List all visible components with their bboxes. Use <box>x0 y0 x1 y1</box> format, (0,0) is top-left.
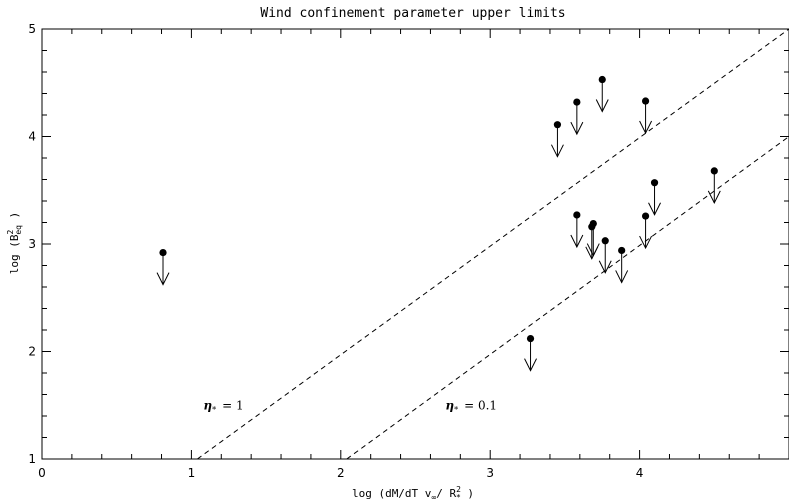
y-tick-label: 5 <box>28 22 36 36</box>
line-annotations: η* = 1 η* = 0.1 <box>203 398 497 414</box>
upper-limit-marker <box>615 246 629 284</box>
limit-arrow-head <box>586 243 600 257</box>
x-tick-label: 4 <box>636 466 644 480</box>
y-tick-label: 3 <box>28 237 36 251</box>
dashed-line <box>197 28 789 460</box>
limit-arrow-head <box>615 270 629 284</box>
y-tick-label: 1 <box>28 452 36 466</box>
limit-arrow-head <box>707 190 721 205</box>
data-point <box>641 97 650 105</box>
y-axis-label: log (B2eq ) <box>6 212 23 274</box>
upper-limit-marker <box>550 121 564 158</box>
x-axis-label: log (dM/dT v∞/ R2 * ) <box>352 485 474 502</box>
eta-symbol: η <box>445 398 454 412</box>
upper-limit-marker <box>707 167 721 205</box>
upper-limit-marker <box>570 211 584 249</box>
data-point <box>618 246 626 255</box>
upper-limit-marker <box>156 249 170 286</box>
limit-arrow-head <box>524 358 537 372</box>
dashed-line <box>346 136 789 460</box>
limit-arrow-head <box>648 202 661 216</box>
x-tick-label: 3 <box>486 466 494 480</box>
eta-subscript: * <box>454 405 458 414</box>
limit-arrow-head <box>639 235 653 250</box>
upper-limit-marker <box>586 219 600 257</box>
upper-limit-marker <box>598 237 612 274</box>
limit-arrow-head <box>639 120 653 135</box>
upper-limit-marker <box>639 97 653 135</box>
data-point <box>573 211 581 219</box>
upper-limit-marker <box>648 179 661 216</box>
data-point <box>650 179 659 187</box>
line-label: η* = 1 <box>203 398 243 414</box>
x-tick-label: 1 <box>188 466 196 480</box>
data-point <box>573 98 581 106</box>
data-point <box>601 237 609 245</box>
data-point <box>598 75 606 84</box>
reference-lines <box>197 28 789 460</box>
limit-arrow-head <box>598 260 612 274</box>
eta-subscript: * <box>212 405 216 414</box>
limit-arrow-head <box>570 234 584 249</box>
y-axis-ticks: 1 2 3 4 5 <box>28 22 789 466</box>
x-tick-label: 0 <box>38 466 46 480</box>
limit-arrow-head <box>595 99 609 113</box>
data-point <box>710 167 718 175</box>
y-tick-label: 2 <box>28 345 36 359</box>
upper-limit-marker <box>524 335 537 372</box>
chart-title: Wind confinement parameter upper limits <box>260 6 565 21</box>
line-label-value: = 1 <box>222 398 244 412</box>
eta-symbol: η <box>203 398 212 412</box>
data-point <box>159 249 167 257</box>
upper-limit-marker <box>570 98 584 136</box>
data-points <box>156 75 721 372</box>
upper-limit-marker <box>595 75 609 113</box>
plot-frame <box>41 28 789 460</box>
data-point <box>641 212 650 220</box>
x-tick-label: 2 <box>337 466 345 480</box>
limit-arrow-head <box>570 121 584 136</box>
y-tick-label: 4 <box>28 130 36 144</box>
data-point <box>589 219 597 228</box>
data-point <box>553 121 562 129</box>
x-axis-ticks: 0 1 2 3 4 <box>38 29 789 480</box>
limit-arrow-head <box>156 272 170 286</box>
upper-limit-marker <box>639 212 653 250</box>
data-point <box>526 335 535 343</box>
limit-arrow-head <box>550 144 564 158</box>
line-label: η* = 0.1 <box>445 398 497 414</box>
line-label-value: = 0.1 <box>464 398 497 412</box>
